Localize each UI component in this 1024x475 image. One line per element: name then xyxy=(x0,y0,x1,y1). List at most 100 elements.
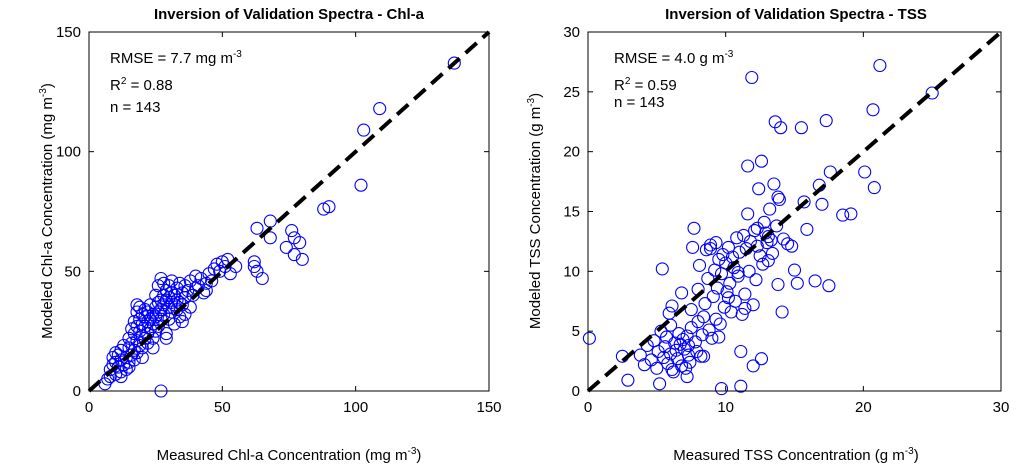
tss-y-label: Modeled TSS Concentration (g m-3) xyxy=(526,93,544,329)
tss-data-point xyxy=(697,349,711,363)
chl-a-plot-frame xyxy=(88,31,490,392)
tss-data-point xyxy=(728,294,742,308)
tss-points xyxy=(582,58,939,396)
chl-a-data-point xyxy=(122,360,136,374)
tss-data-point xyxy=(738,287,752,301)
tss-data-point xyxy=(753,249,767,263)
tss-x-tick-label: 0 xyxy=(584,399,592,416)
chl-a-x-tick-label: 0 xyxy=(85,399,93,416)
tss-data-point xyxy=(712,252,726,266)
tss-data-point xyxy=(822,279,836,293)
chl-a-data-point xyxy=(159,331,173,345)
chl-a-y-axis: 0 50 100 150 xyxy=(56,24,489,400)
chl-a-data-point xyxy=(295,252,309,266)
chl-a-r2: R2 = 0.88 xyxy=(110,76,173,94)
tss-data-point xyxy=(730,231,744,245)
chl-a-data-point xyxy=(146,341,160,355)
tss-data-point xyxy=(684,303,698,317)
tss-data-point xyxy=(709,312,723,326)
tss-r2: R2 = 0.59 xyxy=(614,76,677,94)
chl-a-data-point xyxy=(135,350,149,365)
tss-data-point xyxy=(688,335,702,349)
tss-data-point xyxy=(761,254,775,268)
tss-data-point xyxy=(706,289,720,304)
chl-a-data-point xyxy=(354,178,368,192)
chl-a-y-label: Modeled Chl-a Concentration (mg m-3) xyxy=(38,83,56,339)
chl-a-data-point xyxy=(255,271,269,286)
tss-data-point xyxy=(703,238,718,252)
tss-y-tick-label: 25 xyxy=(563,84,580,101)
tss-data-point xyxy=(754,352,769,366)
tss-data-point xyxy=(873,58,887,73)
chl-a-y-tick-label: 100 xyxy=(56,144,81,161)
tss-data-point xyxy=(683,355,697,369)
tss-x-tick-label: 30 xyxy=(993,399,1010,416)
chl-a-x-label: Measured Chl-a Concentration (mg m-3) xyxy=(157,446,422,464)
tss-data-point xyxy=(662,306,676,320)
chl-a-data-point xyxy=(202,267,216,281)
tss-data-point xyxy=(763,202,777,216)
tss-data-point xyxy=(794,121,808,135)
tss-data-point xyxy=(694,349,708,363)
tss-x-label: Measured TSS Concentration (g m-3) xyxy=(673,446,918,464)
chl-a-data-point xyxy=(194,271,208,286)
tss-data-point xyxy=(717,300,731,314)
tss-data-point xyxy=(681,338,696,353)
chl-a-data-point xyxy=(250,264,264,278)
tss-data-point xyxy=(745,70,759,85)
tss-x-tick-label: 10 xyxy=(717,399,734,416)
tss-data-point xyxy=(772,192,786,207)
tss-data-point xyxy=(770,219,784,233)
chl-a-data-point xyxy=(279,240,293,254)
tss-x-tick-label: 20 xyxy=(855,399,872,416)
chl-a-data-point xyxy=(151,319,165,333)
tss-data-point xyxy=(767,177,781,191)
tss-data-point xyxy=(721,291,735,305)
chl-a-data-point xyxy=(157,307,171,321)
tss-y-tick-label: 30 xyxy=(563,24,580,41)
tss-data-point xyxy=(735,307,749,321)
tss-data-point xyxy=(702,323,716,337)
chl-a-n: n = 143 xyxy=(110,99,160,116)
tss-data-point xyxy=(741,159,755,173)
tss-data-point xyxy=(621,373,635,387)
tss-data-point xyxy=(836,208,850,222)
chl-a-data-point xyxy=(263,214,277,228)
chl-a-data-point xyxy=(127,353,141,367)
tss-data-point xyxy=(703,242,718,256)
chl-a-data-point xyxy=(175,315,189,329)
tss-data-point xyxy=(712,330,726,344)
tss-y-tick-label: 5 xyxy=(572,323,580,340)
tss-data-point xyxy=(714,382,729,396)
tss-data-point xyxy=(858,165,872,179)
chl-a-x-tick-label: 50 xyxy=(214,399,231,416)
tss-y-tick-label: 0 xyxy=(572,383,580,400)
tss-data-point xyxy=(710,281,724,295)
tss-data-point xyxy=(754,154,769,168)
tss-data-point xyxy=(815,197,829,211)
chl-a-data-point xyxy=(250,221,264,235)
chl-a-data-point xyxy=(293,236,307,250)
tss-data-point xyxy=(653,377,667,391)
chl-a-points xyxy=(98,56,461,398)
chl-a-data-point xyxy=(218,259,232,274)
tss-rmse: RMSE = 4.0 g m-3 xyxy=(614,49,734,67)
tss-data-point xyxy=(790,276,804,290)
chl-a-data-point xyxy=(357,123,371,137)
chl-a-data-point xyxy=(149,288,163,302)
tss-data-point xyxy=(797,195,811,209)
tss-title: Inversion of Validation Spectra - TSS xyxy=(665,6,927,23)
tss-data-point xyxy=(785,239,799,253)
chl-a-data-point xyxy=(447,56,461,70)
tss-data-point xyxy=(720,285,734,299)
tss-data-point xyxy=(698,297,712,311)
tss-data-point xyxy=(723,276,737,290)
tss-n: n = 143 xyxy=(614,94,664,111)
chl-a-y-tick-label: 0 xyxy=(73,383,81,400)
tss-data-point xyxy=(746,298,760,312)
tss-data-point xyxy=(866,103,880,117)
tss-data-point xyxy=(731,265,745,280)
chl-a-stats: RMSE = 7.7 mg m-3 R2 = 0.88 n = 143 xyxy=(110,49,242,116)
chl-a-data-point xyxy=(181,283,195,298)
